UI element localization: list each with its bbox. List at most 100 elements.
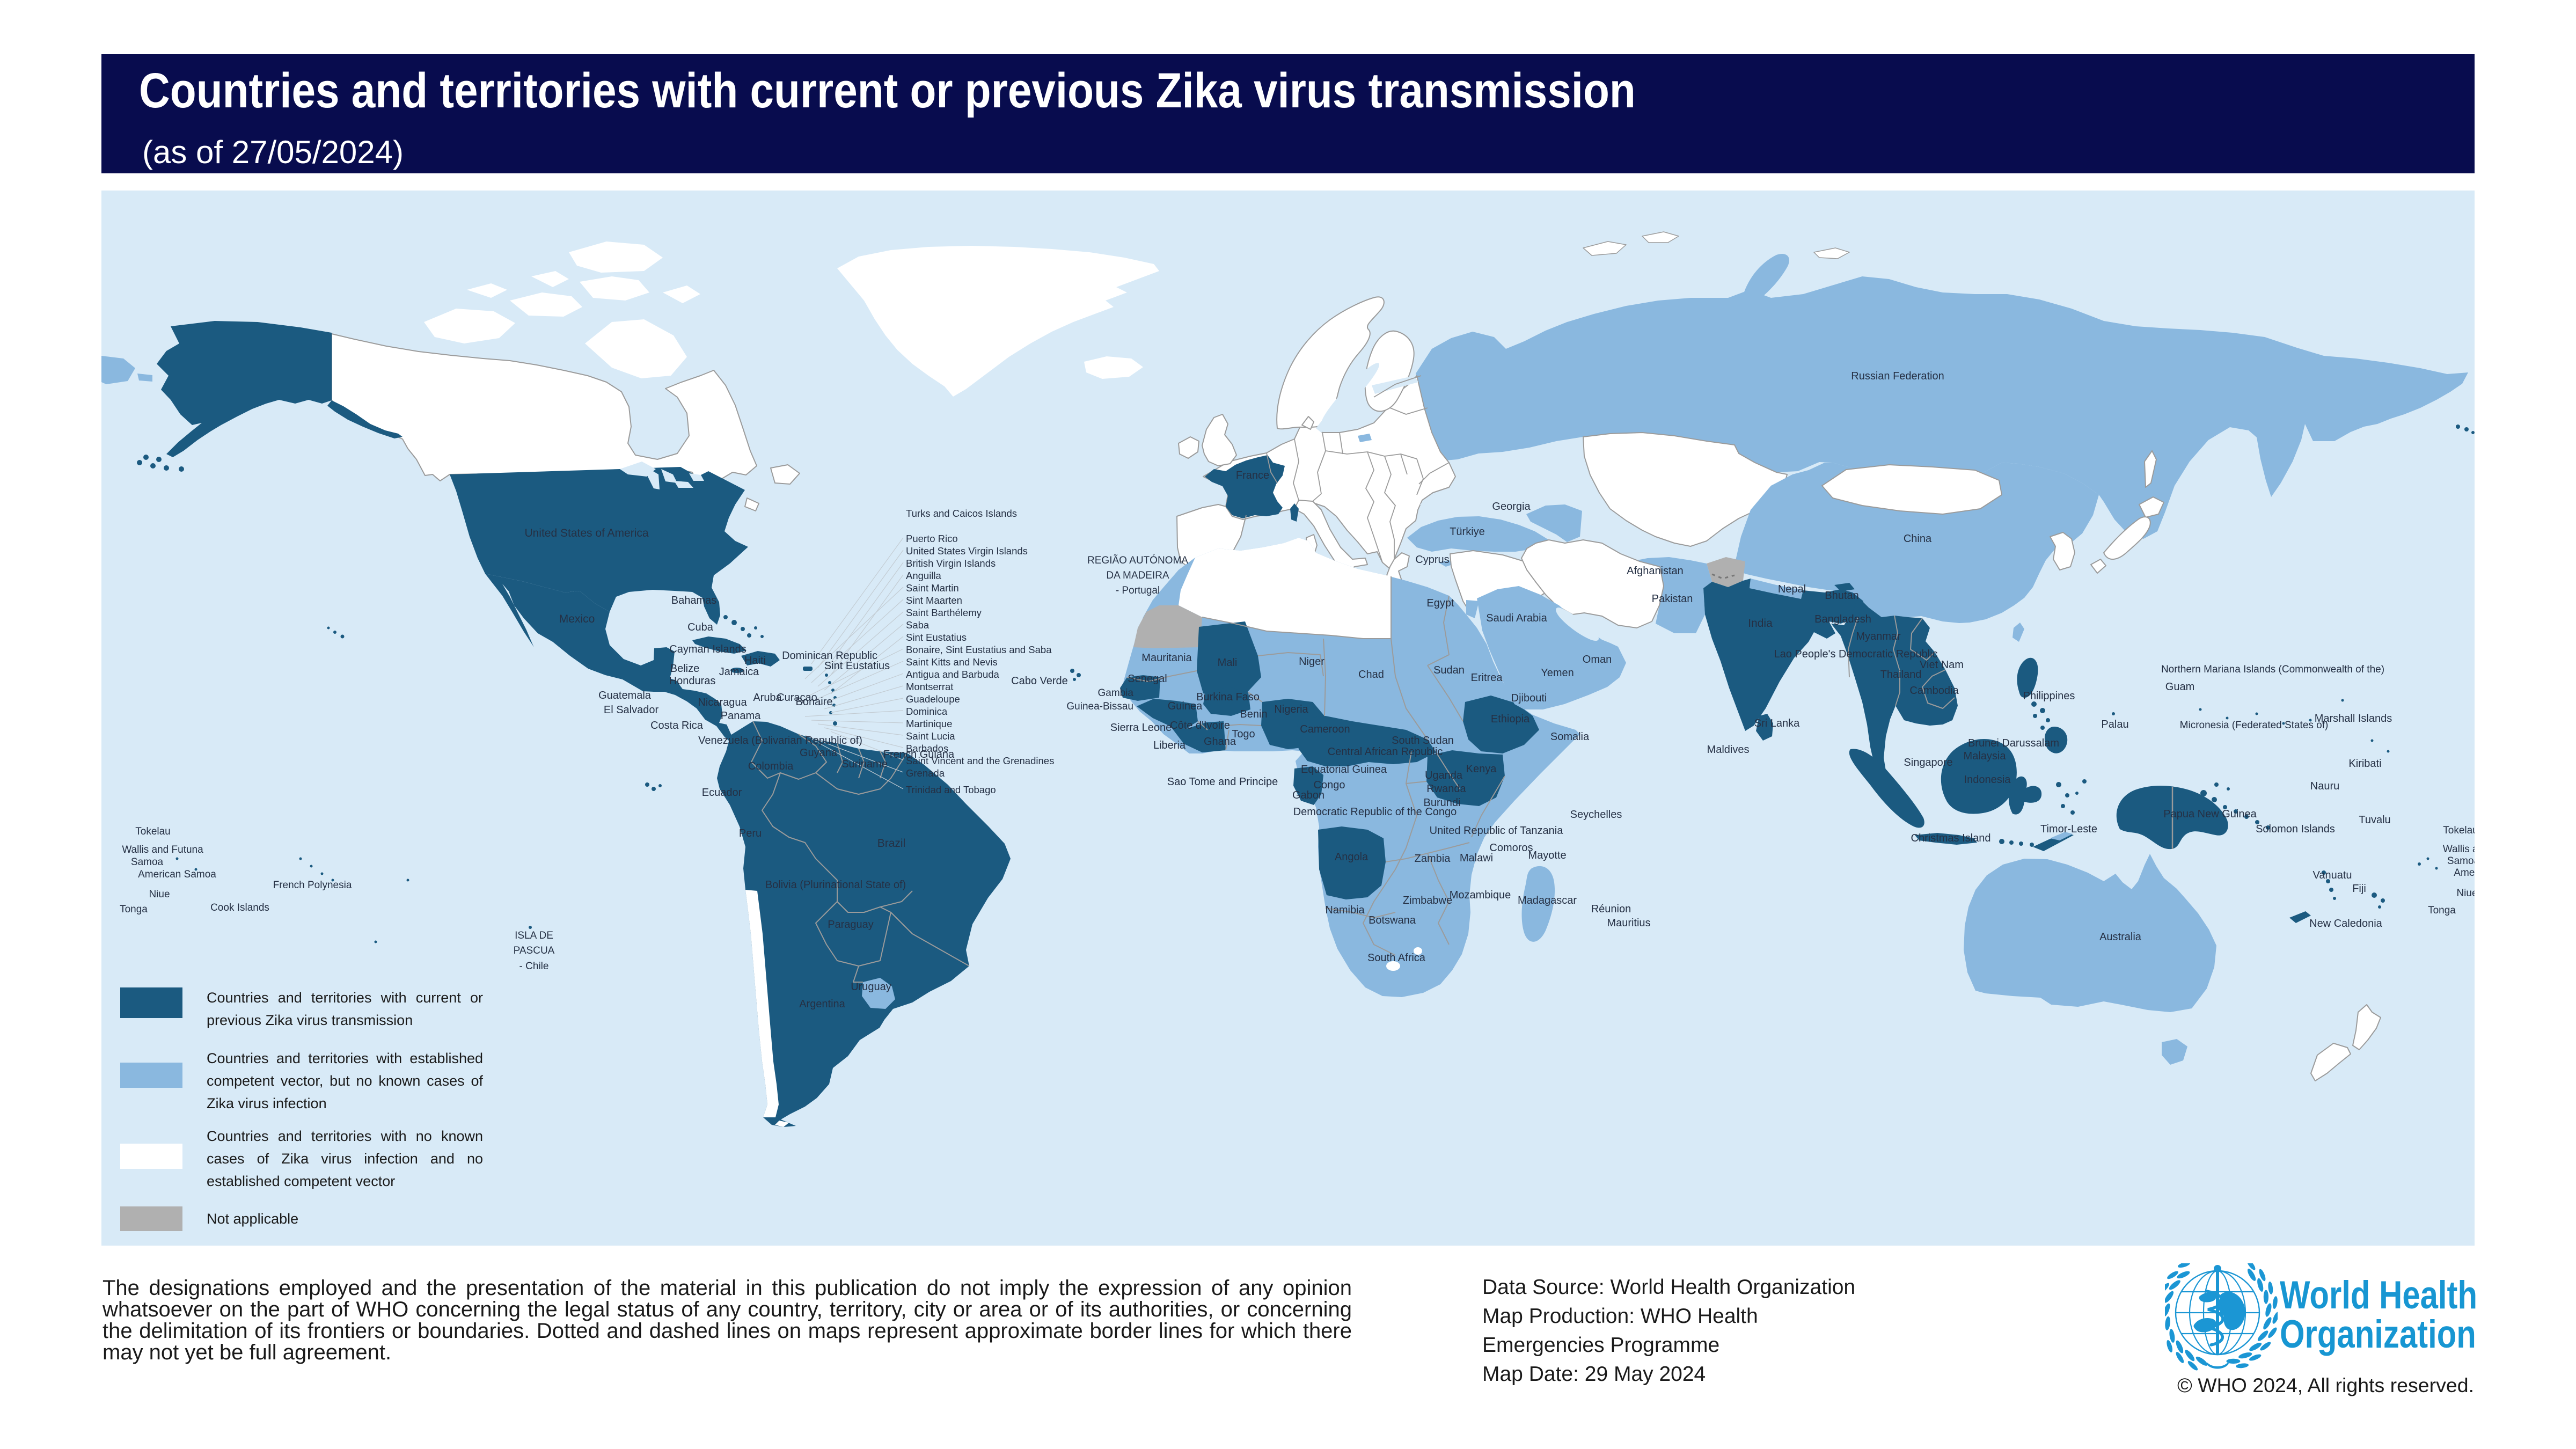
svg-text:French Polynesia: French Polynesia (273, 880, 352, 891)
svg-text:Guam: Guam (2165, 681, 2194, 693)
svg-text:South Sudan: South Sudan (1392, 735, 1454, 747)
svg-text:Seychelles: Seychelles (1570, 809, 1622, 821)
svg-text:Fiji: Fiji (2352, 883, 2366, 895)
svg-text:Rwanda: Rwanda (1426, 783, 1466, 795)
svg-text:United States Virgin Islands: United States Virgin Islands (906, 545, 1028, 557)
svg-text:Madagascar: Madagascar (1518, 895, 1577, 906)
svg-text:Myanmar: Myanmar (1856, 631, 1901, 642)
svg-text:Tokelau: Tokelau (135, 826, 171, 837)
svg-text:Colombia: Colombia (748, 760, 794, 772)
svg-text:Samoa: Samoa (2447, 855, 2480, 867)
svg-text:ISLA DE: ISLA DE (515, 930, 553, 941)
svg-text:Brunei Darussalam: Brunei Darussalam (1968, 737, 2059, 749)
svg-text:Dominica: Dominica (906, 706, 948, 717)
svg-text:DA MADEIRA: DA MADEIRA (1106, 570, 1169, 581)
svg-text:Guadeloupe: Guadeloupe (906, 693, 960, 705)
svg-text:Djibouti: Djibouti (1511, 692, 1547, 704)
svg-text:Amer: Amer (2454, 867, 2478, 879)
svg-text:Angola: Angola (1335, 851, 1368, 863)
svg-text:- Portugal: - Portugal (1116, 585, 1160, 596)
svg-text:Cayman Islands: Cayman Islands (669, 643, 746, 655)
svg-text:Malawi: Malawi (1460, 852, 1493, 864)
svg-text:El Salvador: El Salvador (604, 704, 659, 716)
svg-text:Yemen: Yemen (1541, 667, 1574, 679)
svg-text:Pakistan: Pakistan (1652, 593, 1693, 605)
svg-text:Ecuador: Ecuador (702, 787, 742, 799)
svg-text:Niger: Niger (1299, 656, 1324, 668)
svg-text:Maldives: Maldives (1707, 744, 1750, 756)
svg-text:France: France (1236, 470, 1269, 481)
svg-text:Samoa: Samoa (131, 857, 164, 868)
svg-text:Gabon: Gabon (1292, 789, 1324, 801)
svg-text:Palau: Palau (2101, 719, 2128, 730)
svg-text:Burkina Faso: Burkina Faso (1196, 691, 1260, 703)
svg-text:Tokelau: Tokelau (2443, 825, 2478, 836)
svg-text:Paraguay: Paraguay (828, 919, 874, 931)
svg-text:French Guiana: French Guiana (883, 749, 955, 760)
svg-text:Sri Lanka: Sri Lanka (1754, 718, 1800, 729)
svg-text:Christmas Island: Christmas Island (1911, 832, 1991, 844)
svg-text:Afghanistan: Afghanistan (1627, 565, 1684, 577)
svg-text:Singapore: Singapore (1904, 757, 1952, 769)
svg-text:Cuba: Cuba (687, 621, 714, 633)
svg-text:Gambia: Gambia (1097, 687, 1133, 699)
svg-text:Mali: Mali (1218, 657, 1238, 669)
svg-text:Türkiye: Türkiye (1450, 526, 1485, 538)
svg-text:Zimbabwe: Zimbabwe (1403, 895, 1452, 906)
svg-text:Ghana: Ghana (1204, 736, 1236, 748)
svg-text:Wallis an: Wallis an (2443, 844, 2484, 855)
svg-text:Egypt: Egypt (1426, 597, 1454, 609)
svg-text:Lao People's Democratic Republ: Lao People's Democratic Republic (1774, 648, 1937, 660)
svg-text:Uruguay: Uruguay (851, 981, 891, 993)
svg-text:Somalia: Somalia (1550, 731, 1590, 743)
svg-text:Guyana: Guyana (800, 747, 838, 759)
svg-text:British Virgin Islands: British Virgin Islands (906, 558, 996, 569)
svg-text:Tonga: Tonga (2428, 905, 2456, 916)
svg-text:Puerto Rico: Puerto Rico (906, 533, 958, 544)
svg-text:Nicaragua: Nicaragua (698, 697, 747, 708)
svg-text:Tonga: Tonga (120, 904, 148, 915)
svg-text:Micronesia (Federated States o: Micronesia (Federated States of) (2180, 720, 2329, 731)
svg-text:Ethiopia: Ethiopia (1491, 713, 1530, 725)
svg-text:Democratic Republic of the Con: Democratic Republic of the Congo (1293, 806, 1457, 818)
svg-text:Timor-Leste: Timor-Leste (2040, 823, 2097, 835)
svg-text:Wallis and Futuna: Wallis and Futuna (122, 844, 203, 855)
svg-text:Namibia: Namibia (1325, 904, 1365, 916)
svg-text:India: India (1748, 617, 1773, 630)
svg-text:Tuvalu: Tuvalu (2359, 814, 2390, 826)
svg-text:Belize: Belize (670, 663, 699, 675)
svg-text:Argentina: Argentina (799, 998, 845, 1010)
svg-text:Liberia: Liberia (1153, 740, 1186, 751)
svg-text:Sierra Leone: Sierra Leone (1110, 722, 1172, 734)
svg-text:PASCUA: PASCUA (514, 945, 555, 956)
svg-text:Equatorial Guinea: Equatorial Guinea (1301, 764, 1387, 775)
svg-text:Central African Republic: Central African Republic (1328, 746, 1443, 758)
svg-text:Saint Lucia: Saint Lucia (906, 730, 955, 742)
svg-text:Uganda: Uganda (1425, 770, 1463, 781)
svg-text:Guinea: Guinea (1168, 700, 1203, 712)
svg-text:Malaysia: Malaysia (1964, 750, 2007, 762)
svg-text:Bonaire, Sint Eustatius and Sa: Bonaire, Sint Eustatius and Saba (906, 644, 1052, 655)
svg-text:Venezuela (Bolivarian Republic: Venezuela (Bolivarian Republic of) (698, 735, 862, 747)
svg-text:Grenada: Grenada (906, 767, 945, 779)
svg-text:China: China (1904, 533, 1932, 545)
svg-text:Sint Maarten: Sint Maarten (906, 595, 962, 606)
svg-text:Suriname: Suriname (841, 758, 888, 770)
svg-text:Mayotte: Mayotte (1528, 850, 1566, 861)
svg-text:Cabo Verde: Cabo Verde (1011, 675, 1068, 687)
svg-text:Botswana: Botswana (1368, 914, 1416, 926)
svg-text:Indonesia: Indonesia (1964, 774, 2011, 786)
svg-text:Saint Vincent and the Grenadin: Saint Vincent and the Grenadines (906, 755, 1054, 766)
svg-text:Saint Kitts and Nevis: Saint Kitts and Nevis (906, 656, 998, 668)
svg-text:Kenya: Kenya (1466, 763, 1497, 775)
svg-text:Guinea-Bissau: Guinea-Bissau (1066, 701, 1133, 712)
svg-text:Côte d'Ivoire: Côte d'Ivoire (1170, 720, 1230, 731)
svg-text:Saint Martin: Saint Martin (906, 582, 959, 594)
svg-text:Niue: Niue (2456, 888, 2477, 899)
svg-text:Georgia: Georgia (1492, 501, 1531, 513)
svg-text:Cameroon: Cameroon (1300, 723, 1350, 735)
svg-text:Sao Tome and Principe: Sao Tome and Principe (1167, 776, 1278, 788)
svg-text:Togo: Togo (1232, 728, 1255, 740)
svg-text:Niue: Niue (149, 889, 170, 900)
svg-text:Guatemala: Guatemala (598, 690, 652, 701)
